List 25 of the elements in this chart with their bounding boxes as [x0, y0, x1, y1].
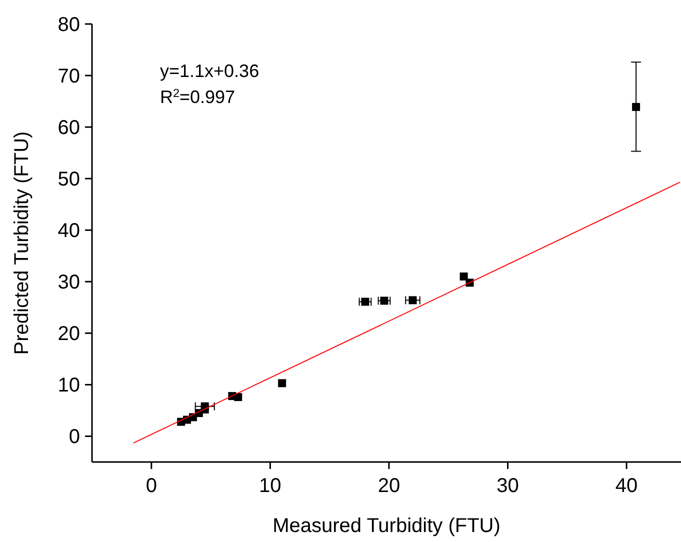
point: [632, 102, 640, 111]
annotation: R$^{2}$=0.997: [160, 86, 236, 107]
x-tick-label: 0: [146, 475, 157, 497]
point: [361, 298, 370, 306]
point: [234, 393, 242, 402]
y-tick-label: 80: [58, 14, 80, 36]
x-tick-label: 30: [496, 475, 519, 497]
x-tick-label: 20: [378, 475, 400, 497]
y-tick-label: 40: [58, 220, 80, 242]
point: [278, 379, 286, 388]
y-tick-label: 60: [58, 117, 80, 140]
y-tick-label: 70: [58, 66, 80, 88]
y-tick-label: 50: [58, 168, 80, 191]
x-tick-label: 40: [615, 475, 638, 497]
y-tick-label: 30: [58, 272, 80, 294]
y-axis-title: Predicted Turbidity (FTU): [11, 131, 33, 355]
point: [460, 272, 468, 280]
x-axis-title: Measured Turbidity (FTU): [272, 515, 500, 537]
y-tick-label: 10: [58, 374, 80, 397]
y-tick-label: 20: [58, 323, 80, 346]
point: [408, 296, 417, 304]
point: [380, 296, 388, 305]
y-tick-label: 0: [68, 426, 80, 448]
x-tick-label: 10: [259, 475, 282, 497]
annotation: y=1.1x+0.36: [160, 61, 260, 81]
